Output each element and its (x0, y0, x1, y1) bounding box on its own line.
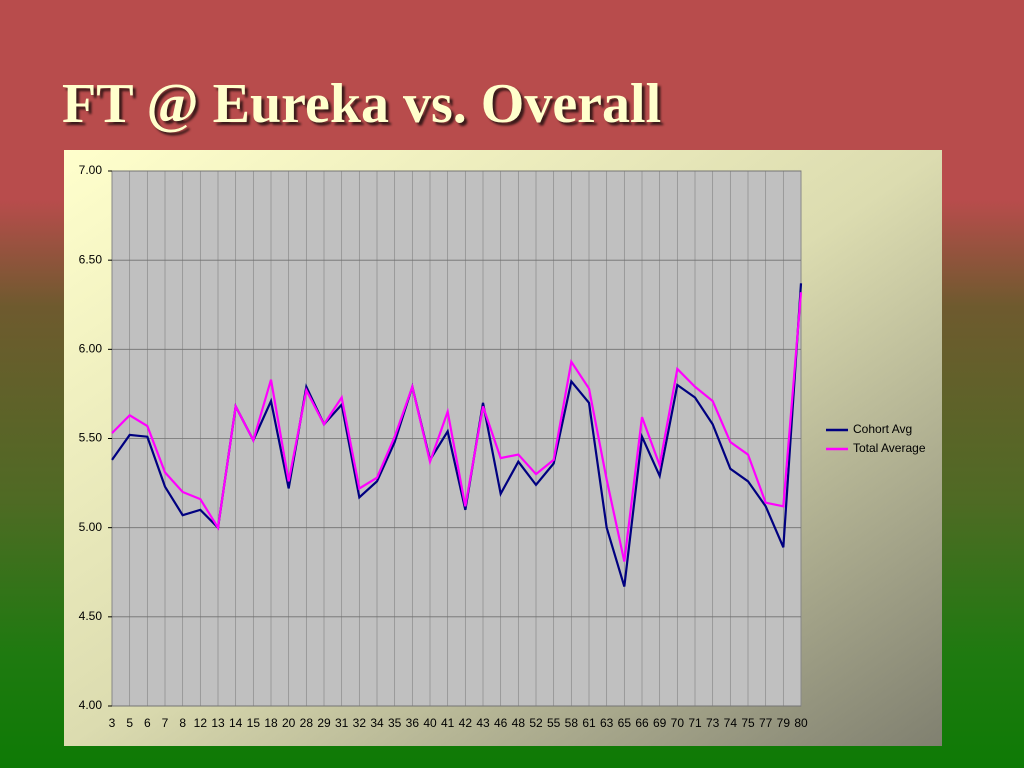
y-tick-label: 7.00 (79, 163, 103, 177)
x-tick-label: 58 (565, 716, 579, 730)
x-tick-label: 48 (512, 716, 526, 730)
x-tick-label: 34 (370, 716, 384, 730)
x-tick-label: 80 (794, 716, 808, 730)
x-tick-label: 41 (441, 716, 455, 730)
x-tick-label: 46 (494, 716, 508, 730)
x-tick-label: 15 (247, 716, 261, 730)
x-tick-label: 18 (264, 716, 278, 730)
y-tick-label: 6.50 (79, 252, 103, 266)
x-tick-label: 28 (300, 716, 314, 730)
x-tick-label: 69 (653, 716, 667, 730)
x-tick-label: 31 (335, 716, 349, 730)
x-tick-label: 73 (706, 716, 720, 730)
x-tick-label: 20 (282, 716, 296, 730)
x-tick-label: 6 (144, 716, 151, 730)
x-tick-label: 66 (635, 716, 649, 730)
x-tick-label: 55 (547, 716, 561, 730)
x-tick-label: 29 (317, 716, 331, 730)
x-tick-label: 79 (777, 716, 791, 730)
x-tick-label: 43 (476, 716, 490, 730)
x-tick-label: 70 (671, 716, 685, 730)
y-tick-label: 5.00 (79, 520, 103, 534)
x-tick-label: 75 (741, 716, 755, 730)
x-tick-label: 71 (688, 716, 702, 730)
x-tick-label: 3 (109, 716, 116, 730)
x-tick-label: 32 (353, 716, 367, 730)
x-tick-label: 65 (618, 716, 632, 730)
legend-label: Cohort Avg (853, 422, 912, 436)
x-tick-label: 5 (126, 716, 133, 730)
x-tick-label: 12 (194, 716, 208, 730)
x-tick-label: 61 (582, 716, 596, 730)
slide-title: FT @ Eureka vs. Overall (62, 73, 662, 135)
x-tick-label: 7 (162, 716, 169, 730)
x-tick-label: 74 (724, 716, 738, 730)
x-tick-label: 77 (759, 716, 773, 730)
x-tick-label: 40 (423, 716, 437, 730)
x-tick-label: 63 (600, 716, 614, 730)
x-tick-label: 36 (406, 716, 420, 730)
y-tick-label: 6.00 (79, 342, 103, 356)
x-tick-label: 52 (529, 716, 543, 730)
series-line (111, 292, 803, 562)
x-tick-label: 35 (388, 716, 402, 730)
y-tick-label: 4.50 (79, 609, 103, 623)
y-tick-label: 4.00 (79, 698, 103, 712)
x-tick-label: 42 (459, 716, 473, 730)
legend-label: Total Average (853, 441, 926, 455)
x-tick-label: 13 (211, 716, 225, 730)
x-tick-label: 8 (179, 716, 186, 730)
x-tick-label: 14 (229, 716, 243, 730)
y-tick-label: 5.50 (79, 431, 103, 445)
